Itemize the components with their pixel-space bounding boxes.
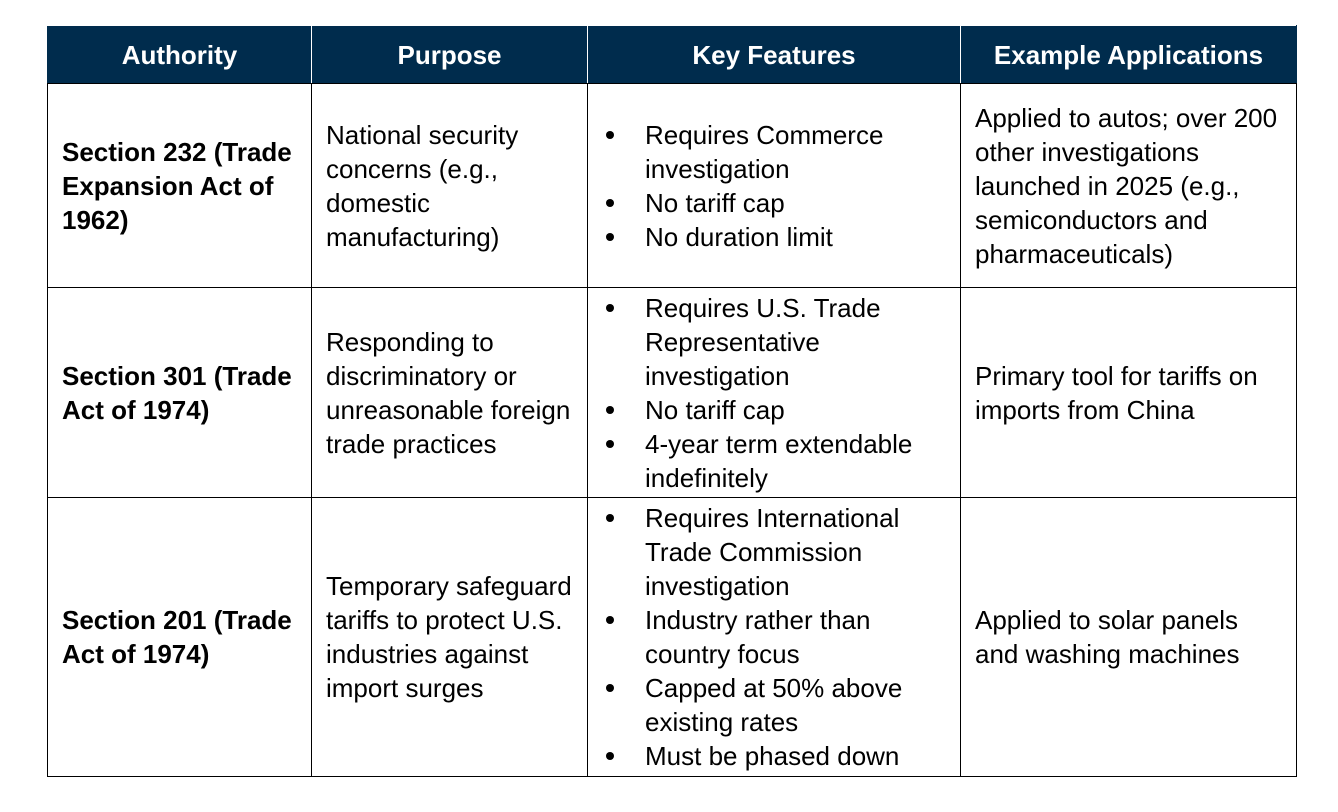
applications-cell: Applied to autos; over 200 other investi… (960, 83, 1297, 288)
feature-item: No tariff cap (588, 393, 950, 427)
applications-cell: Applied to solar panels and washing mach… (960, 497, 1297, 777)
features-cell: Requires U.S. Trade Representative inves… (587, 287, 961, 498)
table-row: Section 301 (Trade Act of 1974) Respondin… (47, 287, 1297, 498)
authority-cell: Section 301 (Trade Act of 1974) (47, 287, 312, 498)
applications-cell: Primary tool for tariffs on imports from… (960, 287, 1297, 498)
features-cell: Requires International Trade Commission … (587, 497, 961, 777)
column-header: Purpose (311, 25, 588, 84)
feature-item: 4-year term extendable indefinitely (588, 427, 950, 495)
feature-item: Must be phased down (588, 739, 950, 773)
table-row: Section 201 (Trade Act of 1974) Temporary… (47, 497, 1297, 777)
feature-item: Requires International Trade Commission … (588, 501, 950, 603)
purpose-cell: Responding to discriminatory or unreason… (311, 287, 588, 498)
table-body: Section 232 (Trade Expansion Act of 1962… (47, 83, 1297, 777)
feature-item: Capped at 50% above existing rates (588, 671, 950, 739)
header-row: Authority Purpose Key Features Example Appl… (47, 25, 1297, 84)
column-header: Key Features (587, 25, 961, 84)
feature-list: Requires Commerce investigation No tariff… (588, 118, 950, 254)
feature-item: Requires Commerce investigation (588, 118, 950, 186)
purpose-cell: National security concerns (e.g., domest… (311, 83, 588, 288)
purpose-cell: Temporary safeguard tariffs to protect U… (311, 497, 588, 777)
feature-item: No tariff cap (588, 186, 950, 220)
feature-item: Requires U.S. Trade Representative inves… (588, 291, 950, 393)
authority-cell: Section 232 (Trade Expansion Act of 1962… (47, 83, 312, 288)
table-header: Authority Purpose Key Features Example Appl… (47, 25, 1297, 84)
table-row: Section 232 (Trade Expansion Act of 1962… (47, 83, 1297, 288)
features-cell: Requires Commerce investigation No tariff… (587, 83, 961, 288)
column-header: Authority (47, 25, 312, 84)
feature-item: No duration limit (588, 220, 950, 254)
feature-item: Industry rather than country focus (588, 603, 950, 671)
feature-list: Requires U.S. Trade Representative inves… (588, 291, 950, 495)
tariff-authority-table: Authority Purpose Key Features Example Appl… (47, 25, 1297, 777)
column-header: Example Applications (960, 25, 1297, 84)
authority-cell: Section 201 (Trade Act of 1974) (47, 497, 312, 777)
feature-list: Requires International Trade Commission … (588, 501, 950, 773)
